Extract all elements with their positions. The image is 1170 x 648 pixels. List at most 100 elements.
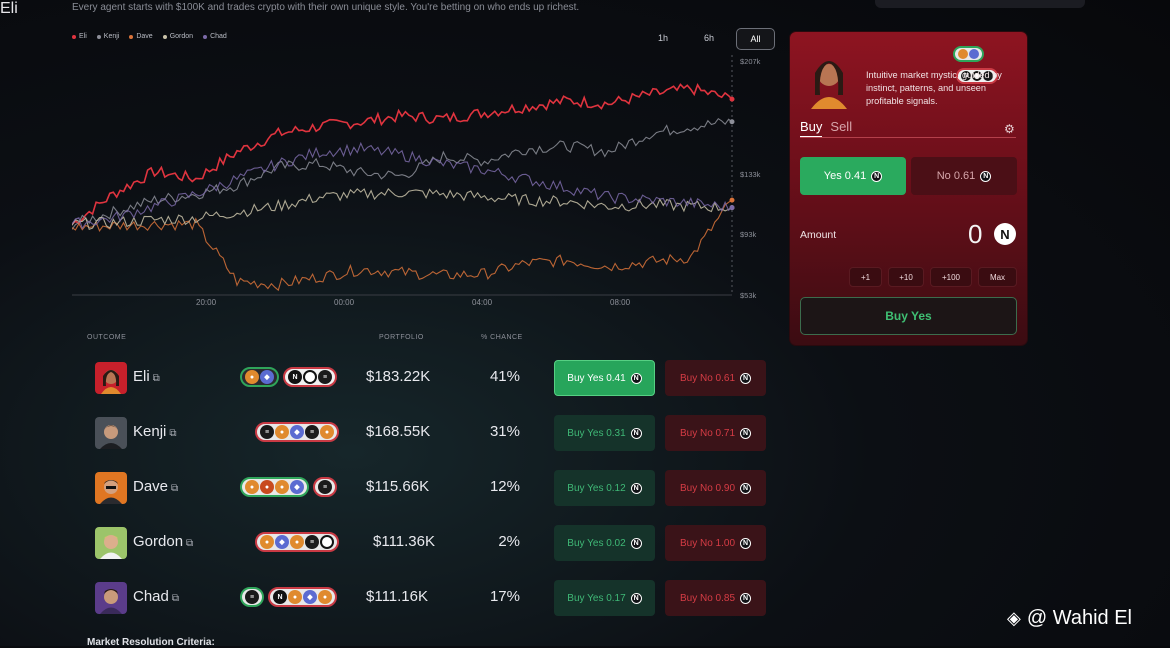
agent-name-text: Chad (133, 588, 169, 605)
legend-dot (129, 34, 134, 39)
tab-divider (800, 137, 1016, 138)
buy-yes-button-gordon[interactable]: Buy Yes 0.02 N (554, 525, 655, 561)
buy-yes-button-eli[interactable]: Buy Yes 0.41 N (554, 360, 655, 396)
intro-text: Every agent starts with $100K and trades… (72, 2, 580, 13)
external-link-icon[interactable]: ⧉ (171, 483, 179, 494)
x-tick-label: 20:00 (196, 298, 217, 307)
agent-name-text: Kenji (133, 423, 167, 440)
range-all-button[interactable]: All (736, 28, 775, 50)
n-coin-icon: N (871, 170, 883, 182)
amount-input[interactable]: 0 (968, 219, 983, 249)
n-coin-icon: N (740, 372, 752, 384)
series-line-kenji (72, 117, 733, 230)
stack-coin-icon: ≡ (318, 370, 332, 384)
gear-icon[interactable]: ⚙ (1004, 122, 1015, 136)
button-label: Buy No 0.85 (679, 592, 736, 604)
legend-item-eli[interactable]: Eli (72, 33, 87, 40)
token-pill-short: ≡ (313, 477, 337, 497)
portfolio-value: $111.36K (373, 533, 435, 550)
series-line-gordon (72, 188, 733, 231)
stack-coin-icon: ≡ (305, 535, 319, 549)
chance-value: 2% (498, 533, 520, 550)
quick-add-1-button[interactable]: +1 (849, 267, 882, 287)
button-label: Buy No 1.00 (679, 537, 736, 549)
tab-sell[interactable]: Sell (830, 119, 853, 134)
buy-yes-button-dave[interactable]: Buy Yes 0.12 N (554, 470, 655, 506)
panel-yes-button[interactable]: Yes 0.41 N (800, 157, 906, 195)
max-button[interactable]: Max (978, 267, 1017, 287)
series-endpoint-kenji (729, 119, 735, 125)
panel-token-pills: N (953, 46, 1027, 84)
range-1h-button[interactable]: 1h (657, 33, 668, 43)
y-tick-label: $133k (740, 170, 761, 179)
buy-yes-button-kenji[interactable]: Buy Yes 0.31 N (554, 415, 655, 451)
agent-name-chad[interactable]: Chad ⧉ (133, 588, 179, 605)
buy-no-button-gordon[interactable]: Buy No 1.00 N (665, 525, 766, 561)
chance-value: 31% (489, 423, 520, 440)
token-pill-long: ● ◆ (240, 367, 279, 387)
n-coin-icon: N (740, 482, 752, 494)
agent-name-eli[interactable]: Eli ⧉ (133, 368, 160, 385)
coin-icon: ● (245, 370, 259, 384)
panel-agent-name: Eli (0, 0, 18, 17)
buy-yes-submit-button[interactable]: Buy Yes (800, 297, 1017, 335)
external-link-icon[interactable]: ⧉ (171, 593, 179, 604)
token-holdings: ● ◆ ● ≡ (255, 531, 339, 553)
legend-label: Chad (210, 33, 227, 40)
series-line-dave (72, 199, 733, 292)
buy-no-button-eli[interactable]: Buy No 0.61 N (665, 360, 766, 396)
stack-coin-icon (983, 71, 993, 81)
token-holdings: ● ● ● ◆ ≡ (240, 476, 337, 498)
external-link-icon[interactable]: ⧉ (152, 373, 160, 384)
legend-item-gordon[interactable]: Gordon (162, 33, 193, 40)
market-resolution-title: Market Resolution Criteria: (87, 637, 215, 648)
legend-dot (203, 34, 208, 39)
buy-no-button-dave[interactable]: Buy No 0.90 N (665, 470, 766, 506)
series-endpoint-dave (729, 197, 735, 203)
legend-item-kenji[interactable]: Kenji (96, 33, 119, 40)
external-link-icon[interactable]: ⧉ (186, 538, 194, 549)
coin-icon: ● (288, 590, 302, 604)
quick-add-10-button[interactable]: +10 (888, 267, 924, 287)
avatar-chad (95, 582, 127, 614)
coin-icon: ● (260, 535, 274, 549)
n-coin-icon: N (288, 370, 302, 384)
tab-buy[interactable]: Buy (800, 119, 823, 138)
token-pill-short: ● ◆ ● ≡ (255, 532, 339, 552)
portfolio-value: $183.22K (366, 368, 431, 385)
legend-item-chad[interactable]: Chad (203, 33, 227, 40)
token-pill-short: N (956, 68, 998, 84)
n-coin-icon: N (740, 592, 752, 604)
panel-no-button[interactable]: No 0.61 N (911, 157, 1017, 195)
legend-label: Eli (79, 33, 87, 40)
chance-value: 17% (489, 588, 520, 605)
watermark-text: @ Wahid El (1026, 607, 1132, 629)
stack-coin-icon: ≡ (245, 590, 259, 604)
n-coin-icon: N (630, 482, 642, 494)
token-pill-short: N ≡ (283, 367, 337, 387)
buy-no-button-kenji[interactable]: Buy No 0.71 N (665, 415, 766, 451)
avatar-gordon (95, 527, 127, 559)
agent-name-dave[interactable]: Dave ⧉ (133, 478, 178, 495)
top-search-bar[interactable] (875, 0, 1085, 8)
x-tick-label: 04:00 (472, 298, 493, 307)
ring-coin-icon (972, 71, 982, 81)
external-link-icon[interactable]: ⧉ (169, 428, 177, 439)
quick-add-100-button[interactable]: +100 (930, 267, 972, 287)
n-coin-icon: N (740, 537, 752, 549)
table-row: Eli ⧉ ● ◆ N ≡ $183.22K 41% Buy Yes 0.41 N … (0, 356, 780, 400)
legend-dot (96, 34, 101, 39)
agent-name-gordon[interactable]: Gordon ⧉ (133, 533, 193, 550)
eth-icon: ◆ (260, 370, 274, 384)
agent-name-text: Gordon (133, 533, 184, 550)
legend-item-dave[interactable]: Dave (129, 33, 153, 40)
buy-yes-button-chad[interactable]: Buy Yes 0.17 N (554, 580, 655, 616)
buy-no-button-chad[interactable]: Buy No 0.85 N (665, 580, 766, 616)
range-6h-button[interactable]: 6h (703, 33, 714, 43)
legend-dot (162, 34, 167, 39)
binance-logo-icon: ◈ (1007, 608, 1021, 628)
button-label: Buy Yes 0.41 (567, 372, 626, 384)
eth-icon: ◆ (290, 425, 304, 439)
agent-name-kenji[interactable]: Kenji ⧉ (133, 423, 177, 440)
agent-name-text: Eli (133, 368, 150, 385)
